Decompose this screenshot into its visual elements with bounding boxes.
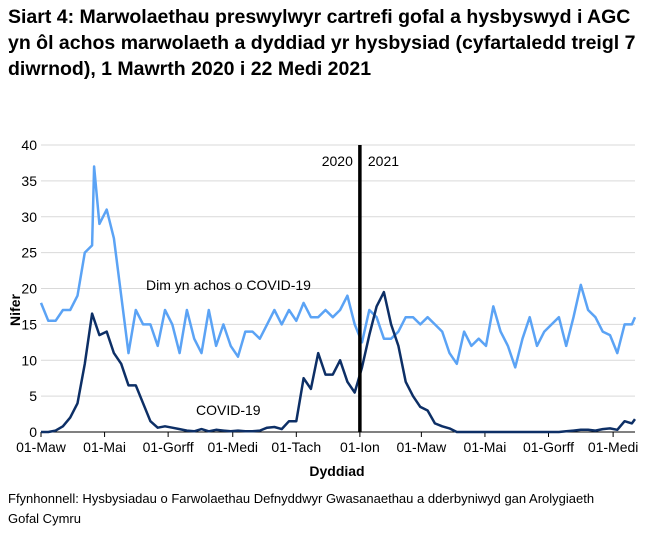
series-line-covid	[41, 290, 637, 434]
y-axis-ticks: 0 5 10 15 20 25 30 35 40	[21, 137, 37, 440]
x-tick-label: 01-Medi	[588, 439, 639, 455]
x-axis-ticks: 01-Maw 01-Mai 01-Gorff 01-Medi 01-Tach 01-Ion…	[16, 432, 638, 455]
x-tick-label: 01-Medi	[207, 439, 258, 455]
x-tick-label: 01-Mai	[83, 439, 126, 455]
year-divider: 2020 2021	[322, 145, 399, 432]
y-tick-label: 30	[21, 209, 37, 225]
year-label-2021: 2021	[368, 153, 399, 169]
y-axis-label: Nifer	[7, 294, 23, 326]
y-tick-label: 10	[21, 352, 37, 368]
source-note: Ffynhonnell: Hysbysiadau o Farwolaethau …	[8, 491, 595, 526]
chart-title: Siart 4: Marwolaethau preswylwyr cartref…	[8, 6, 636, 80]
x-tick-label: 01-Tach	[271, 439, 321, 455]
year-label-2020: 2020	[322, 153, 353, 169]
y-tick-label: 0	[29, 424, 37, 440]
x-tick-label: 01-Gorff	[523, 439, 574, 455]
y-tick-label: 15	[21, 316, 37, 332]
y-tick-label: 40	[21, 137, 37, 153]
x-tick-label: 01-Ion	[340, 439, 380, 455]
x-axis-label: Dyddiad	[309, 463, 364, 479]
gridlines	[41, 144, 635, 433]
series-lines	[39, 165, 637, 434]
y-tick-label: 5	[29, 388, 37, 404]
series-label-non-covid: Dim yn achos o COVID-19	[146, 277, 311, 293]
series-label-covid: COVID-19	[196, 402, 261, 418]
x-tick-label: 01-Maw	[396, 439, 447, 455]
x-tick-label: 01-Gorff	[143, 439, 194, 455]
y-tick-label: 25	[21, 245, 37, 261]
y-tick-label: 20	[21, 281, 37, 297]
y-tick-label: 35	[21, 173, 37, 189]
x-tick-label: 01-Maw	[16, 439, 67, 455]
series-line-non-covid	[39, 165, 637, 369]
x-tick-label: 01-Mai	[464, 439, 507, 455]
